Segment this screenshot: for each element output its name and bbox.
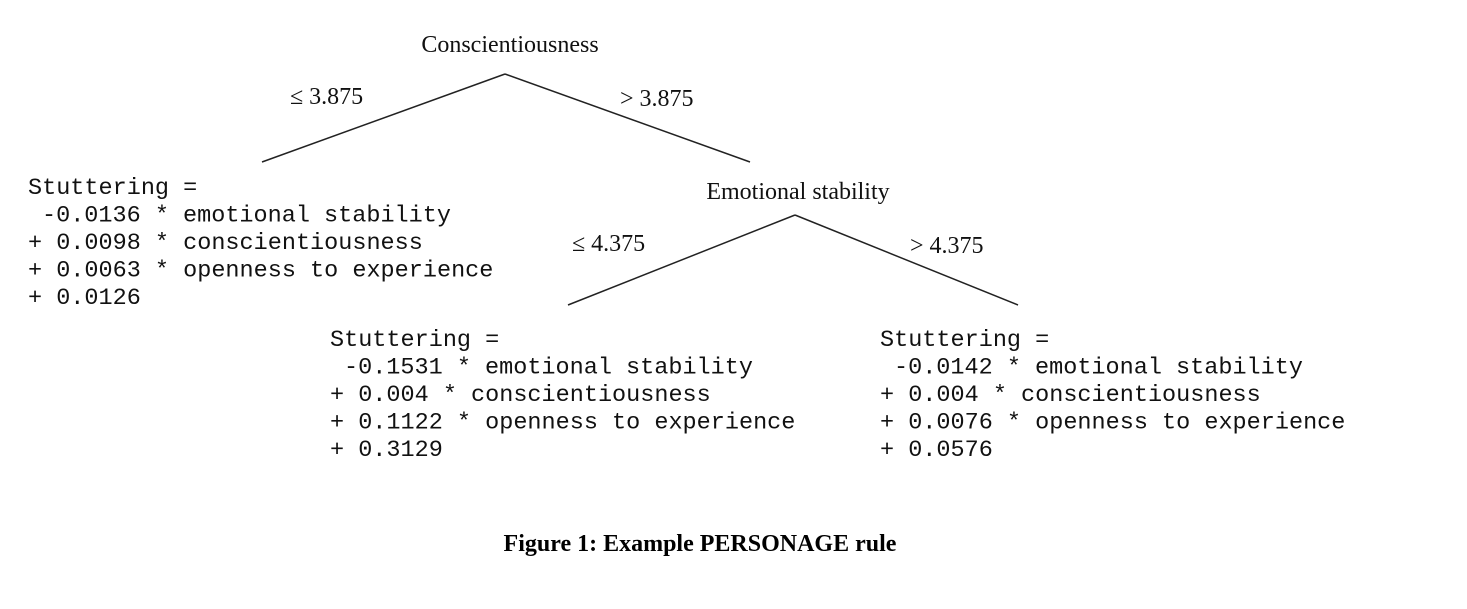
leaf-line: + 0.0076 * openness to experience: [880, 410, 1345, 437]
leaf-line: Stuttering =: [880, 327, 1049, 354]
leaf-line: + 0.0126: [28, 285, 141, 312]
edge: [504, 73, 751, 163]
edge-label: ≤ 3.875: [290, 84, 363, 110]
edge-label: > 4.375: [910, 233, 984, 259]
leaf-line: + 0.3129: [330, 437, 443, 464]
edge: [261, 73, 506, 163]
leaf-line: + 0.0063 * openness to experience: [28, 258, 493, 285]
leaf-line: + 0.1122 * openness to experience: [330, 410, 795, 437]
edge-label: > 3.875: [620, 86, 694, 112]
leaf-line: -0.0142 * emotional stability: [894, 355, 1303, 382]
leaf-line: + 0.0098 * conscientiousness: [28, 230, 423, 257]
leaf-line: Stuttering =: [28, 175, 197, 202]
node-label: Conscientiousness: [421, 32, 598, 58]
caption: Figure 1: Example PERSONAGE rule: [504, 531, 897, 557]
leaves: Stuttering =-0.0136 * emotional stabilit…: [28, 175, 1345, 464]
leaf-line: + 0.004 * conscientiousness: [880, 382, 1261, 409]
node-label: Emotional stability: [706, 179, 889, 205]
edge: [794, 214, 1019, 306]
leaf-line: + 0.004 * conscientiousness: [330, 382, 711, 409]
edge-label: ≤ 4.375: [572, 231, 645, 257]
leaf-line: -0.1531 * emotional stability: [344, 355, 753, 382]
leaf-line: Stuttering =: [330, 327, 499, 354]
leaf-line: -0.0136 * emotional stability: [42, 203, 451, 230]
leaf-line: + 0.0576: [880, 437, 993, 464]
edge: [567, 214, 796, 306]
